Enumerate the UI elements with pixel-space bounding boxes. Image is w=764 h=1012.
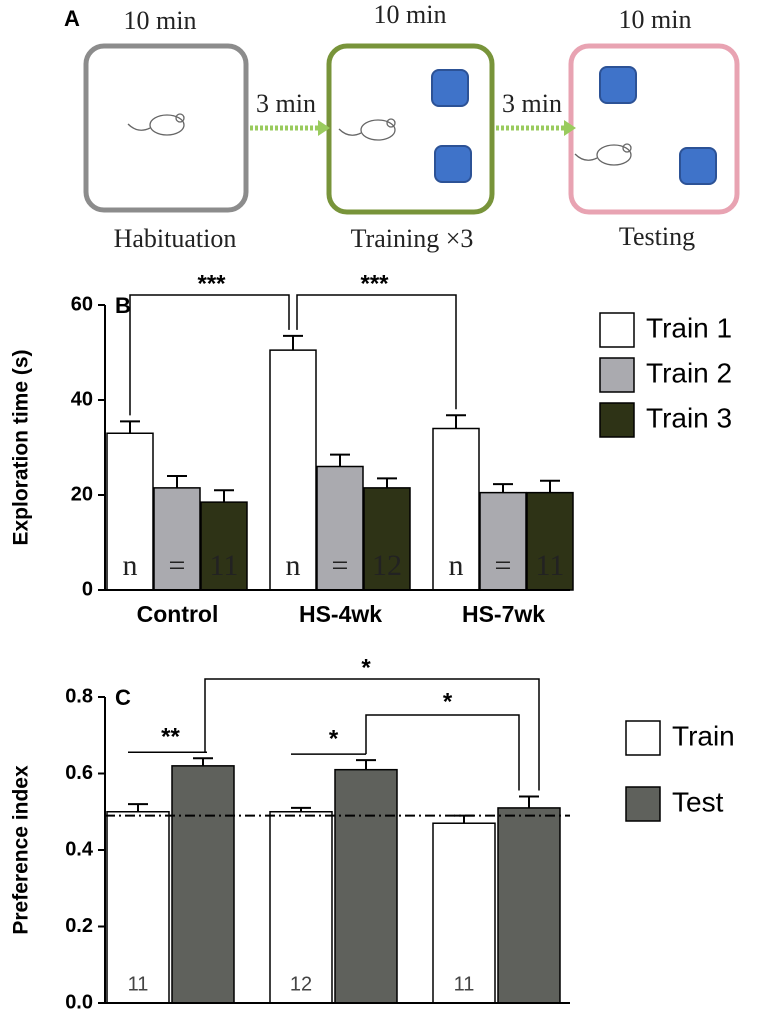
error-bar (330, 453, 350, 467)
bar (432, 822, 496, 1004)
error-bar (128, 803, 148, 812)
objects (431, 66, 717, 185)
bar (316, 465, 364, 591)
y-tick-label: 20 (71, 483, 93, 505)
significance-label: *** (360, 270, 389, 297)
n-label: = (169, 549, 186, 582)
bar (497, 807, 561, 1004)
y-axis-label: Preference index (10, 765, 33, 935)
significance-label: * (443, 688, 453, 715)
n-label: 11 (128, 973, 149, 995)
significance-bracket (365, 714, 520, 791)
y-tick-label: 0.2 (65, 915, 93, 937)
y-tick-label: 0.0 (65, 991, 93, 1012)
interval-label: 3 min (256, 89, 316, 118)
bar (269, 811, 333, 1004)
significance-label: * (361, 654, 371, 681)
y-axis-label: Exploration time (s) (10, 349, 33, 545)
bar (269, 349, 317, 591)
x-tick-label: HS-7wk (462, 601, 545, 627)
stage-duration: 10 min (374, 0, 447, 29)
y-tick-label: 60 (71, 293, 93, 315)
legend-swatch (625, 786, 661, 822)
x-tick-label: Control (137, 601, 219, 627)
arrowheads (318, 120, 576, 136)
legend-label: Test (672, 786, 724, 817)
n-label: n (286, 549, 301, 582)
x-tick-label: HS-4wk (299, 601, 382, 627)
error-bar (193, 757, 213, 766)
n-label: 11 (210, 549, 239, 582)
y-tick-label: 40 (71, 388, 93, 410)
y-tick-label: 0.8 (65, 685, 93, 707)
error-bar (167, 475, 187, 488)
stage-label: Training ×3 (351, 224, 474, 253)
legend-swatch (599, 312, 635, 348)
legend-swatch (599, 402, 635, 438)
arena (83, 43, 249, 213)
bar (106, 432, 154, 591)
error-bar (454, 814, 474, 824)
bar (334, 768, 398, 1004)
bar (153, 487, 201, 591)
legend-label: Train 1 (646, 312, 732, 343)
interval-label: 3 min (502, 89, 562, 118)
significance-bracket (129, 294, 290, 416)
error-bar (377, 477, 397, 488)
legend-label: Train 3 (646, 402, 732, 433)
bar (171, 765, 235, 1004)
arena (326, 43, 495, 215)
bar (106, 811, 170, 1004)
legend-label: Train 2 (646, 357, 732, 388)
significance-label: ** (161, 724, 180, 751)
legend-label: Train (672, 720, 735, 751)
stage-label: Habituation (114, 224, 237, 253)
error-bar (519, 795, 539, 808)
error-bar (540, 479, 560, 493)
n-label: 12 (290, 973, 312, 995)
bar (479, 491, 527, 591)
significance-bracket (204, 678, 540, 791)
panel-label: B (115, 293, 131, 318)
y-tick-label: 0.4 (65, 838, 94, 860)
error-bar (493, 483, 513, 493)
arena (568, 43, 740, 215)
bar (526, 491, 574, 591)
n-label: 11 (536, 549, 565, 582)
error-bar (214, 489, 234, 503)
stage-duration: 10 min (124, 6, 197, 35)
error-bar (291, 806, 311, 812)
bar (200, 501, 248, 591)
legend-swatch (625, 720, 661, 756)
n-label: n (123, 549, 138, 582)
panel-label: C (115, 685, 131, 710)
legend-swatch (599, 357, 635, 393)
y-tick-label: 0 (82, 578, 93, 600)
error-bar (356, 759, 376, 770)
stage-duration: 10 min (619, 5, 692, 34)
n-label: 11 (454, 973, 475, 995)
error-bar (446, 414, 466, 429)
error-bar (283, 334, 303, 351)
n-label: n (449, 549, 464, 582)
error-bar (120, 420, 140, 434)
panel-label: A (64, 6, 80, 31)
bar (432, 427, 480, 591)
n-label: = (495, 549, 512, 582)
y-tick-label: 0.6 (65, 762, 93, 784)
n-label: 12 (372, 549, 402, 582)
mouse-icons (127, 113, 632, 166)
significance-label: *** (197, 270, 226, 297)
n-label: = (332, 549, 349, 582)
significance-bracket (296, 294, 457, 410)
significance-label: * (329, 725, 339, 752)
stage-label: Testing (619, 222, 695, 251)
